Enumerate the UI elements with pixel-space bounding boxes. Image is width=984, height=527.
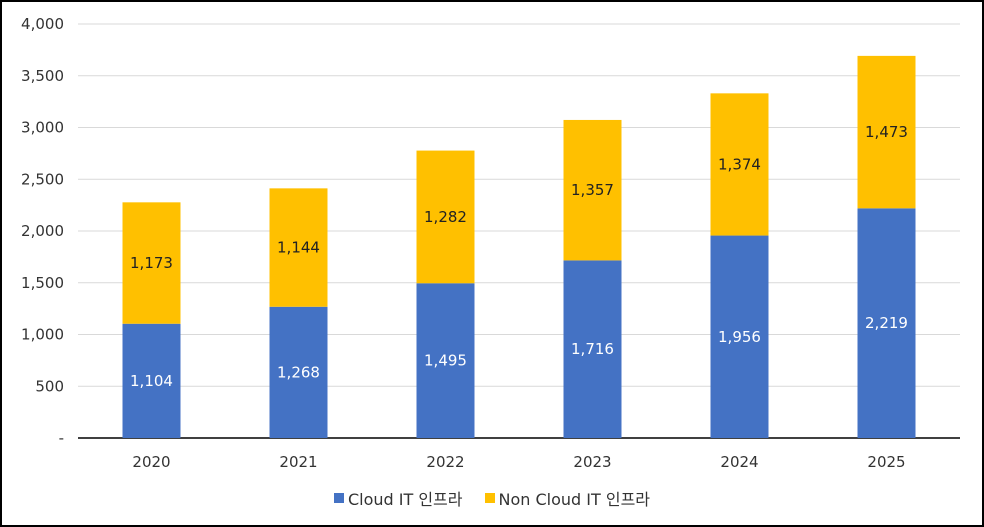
- legend: Cloud IT 인프라 Non Cloud IT 인프라: [0, 486, 984, 510]
- bar-segment: [710, 235, 769, 438]
- bar-segment: [857, 55, 916, 209]
- x-tick-label: 2020: [132, 453, 170, 471]
- legend-swatch-non-cloud: [484, 493, 495, 503]
- bar-segment: [563, 260, 622, 438]
- bar-segment: [269, 188, 328, 307]
- data-label: 1,357: [571, 181, 614, 199]
- x-tick-label: 2021: [279, 453, 317, 471]
- y-tick-label: 500: [35, 377, 64, 395]
- y-tick-label: 1,500: [21, 274, 64, 292]
- y-tick-label: 3,500: [21, 67, 64, 85]
- legend-label-cloud: Cloud IT 인프라: [347, 490, 463, 509]
- legend-item-cloud: Cloud IT 인프라: [333, 486, 463, 510]
- bar-segment: [416, 283, 475, 438]
- y-tick-label: 2,500: [21, 170, 64, 188]
- y-tick-label: 1,000: [21, 326, 64, 344]
- data-label: 1,282: [424, 208, 467, 226]
- data-label: 1,495: [424, 352, 467, 370]
- x-tick-label: 2024: [720, 453, 758, 471]
- data-label: 1,716: [571, 340, 614, 358]
- bar-segment: [710, 93, 769, 236]
- data-label: 1,173: [130, 254, 173, 272]
- y-tick-label: 2,000: [21, 222, 64, 240]
- data-label: 1,374: [718, 155, 761, 173]
- legend-label-non-cloud: Non Cloud IT 인프라: [498, 490, 651, 509]
- data-label: 1,268: [277, 363, 320, 381]
- y-tick-label: 3,000: [21, 119, 64, 137]
- bar-segment: [122, 202, 181, 324]
- bar-segment: [122, 323, 181, 438]
- data-label: 1,144: [277, 239, 320, 257]
- bar-segment: [269, 306, 328, 438]
- data-label: 1,104: [130, 372, 173, 390]
- x-tick-label: 2025: [867, 453, 905, 471]
- data-label: 2,219: [865, 314, 908, 332]
- data-label: 1,956: [718, 328, 761, 346]
- bar-segment: [857, 208, 916, 438]
- bar-segment: [563, 119, 622, 261]
- y-tick-label: 4,000: [21, 15, 64, 33]
- legend-item-non-cloud: Non Cloud IT 인프라: [484, 486, 651, 510]
- bar-segment: [416, 150, 475, 284]
- data-label: 1,473: [865, 123, 908, 141]
- legend-swatch-cloud: [333, 493, 344, 503]
- x-tick-label: 2022: [426, 453, 464, 471]
- x-tick-label: 2023: [573, 453, 611, 471]
- y-tick-label: -: [59, 429, 64, 447]
